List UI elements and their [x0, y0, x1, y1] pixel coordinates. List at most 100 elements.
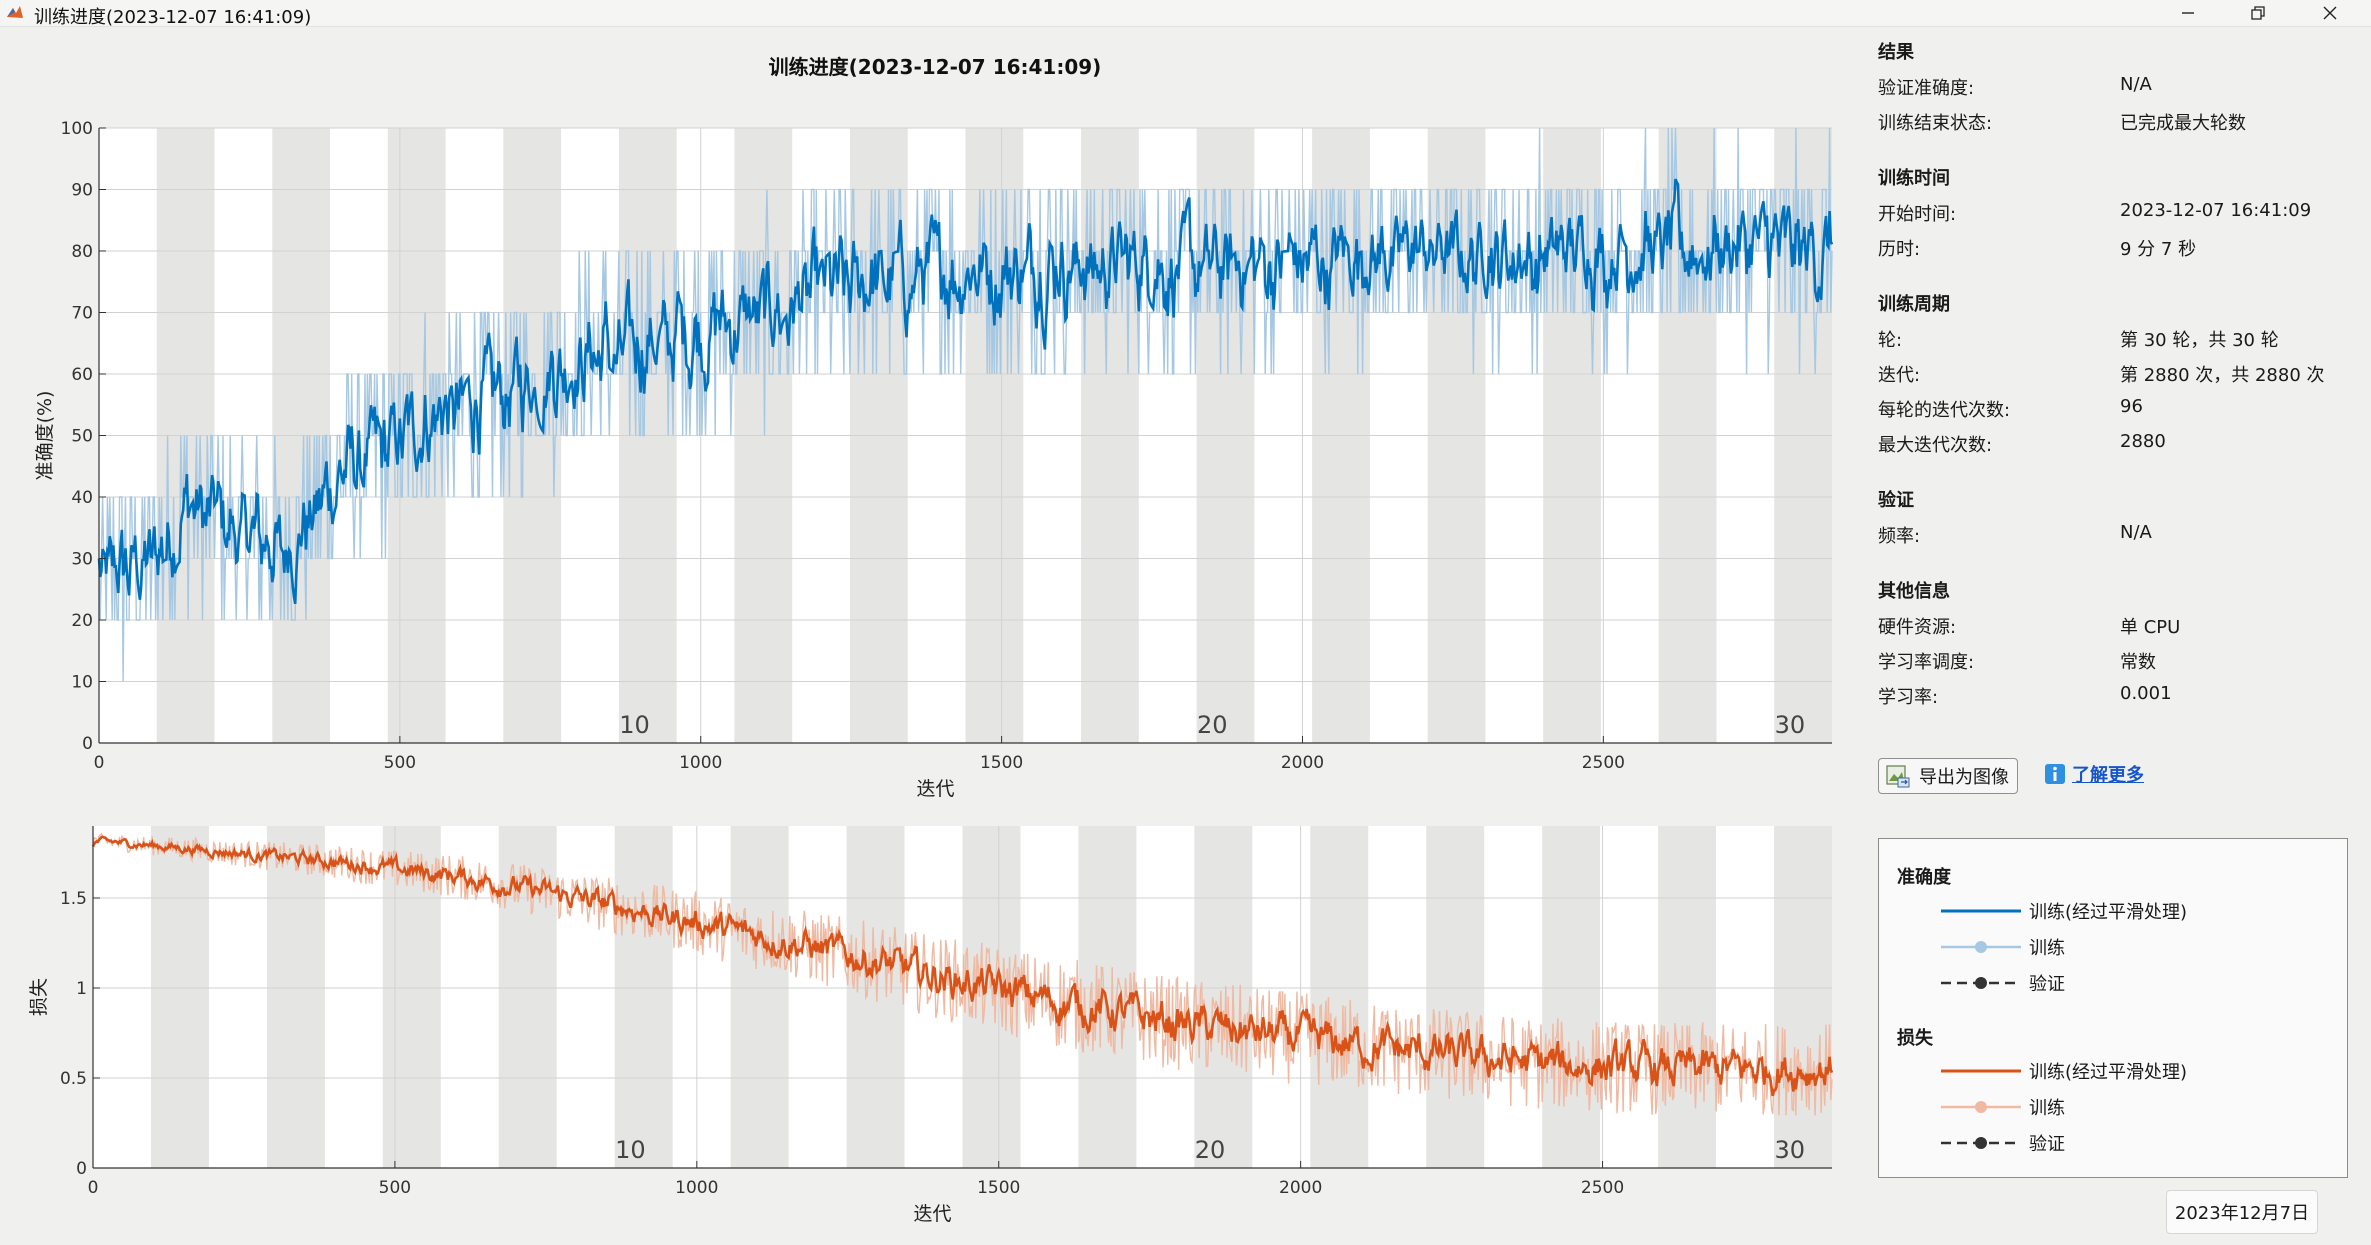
epoch-band	[1194, 826, 1253, 1168]
y-tick-label: 0	[76, 1159, 87, 1179]
x-axis-label: 迭代	[913, 1203, 951, 1225]
legend-accuracy-validation: 验证	[1939, 971, 2065, 995]
training-cycle-section: 训练周期 轮: 第 30 轮，共 30 轮 迭代: 第 2880 次，共 2880 …	[1878, 290, 2358, 466]
loss-train-smoothed-line	[91, 835, 1834, 1097]
loss-train-raw-line	[92, 832, 1833, 1116]
minimize-icon	[2182, 12, 2194, 14]
info-row: 学习率: 0.001	[1878, 683, 2358, 718]
training-cycle-heading: 训练周期	[1878, 294, 1950, 315]
export-as-image-button[interactable]: 导出为图像	[1878, 758, 2018, 794]
info-value: N/A	[2120, 74, 2152, 95]
legend-label: 训练	[2029, 938, 2065, 959]
info-label: 硬件资源:	[1878, 617, 1957, 638]
epoch-band	[498, 826, 557, 1168]
plot-title: 训练进度(2023-12-07 16:41:09)	[769, 55, 1102, 79]
info-value: 2880	[2120, 431, 2166, 452]
legend-line-accuracy-smoothed	[1941, 909, 2021, 913]
info-row: 历时: 9 分 7 秒	[1878, 235, 2358, 270]
legend-line-accuracy-validation	[1941, 977, 2021, 989]
learn-more[interactable]: 了解更多	[2044, 761, 2144, 787]
x-tick-label: 1000	[679, 753, 722, 773]
info-row: 训练结束状态: 已完成最大轮数	[1878, 109, 2358, 144]
accuracy-train-raw-line	[98, 127, 1833, 682]
export-button-label: 导出为图像	[1919, 767, 2009, 788]
info-icon	[2045, 764, 2065, 784]
info-label: 最大迭代次数:	[1878, 435, 1993, 456]
legend-line-accuracy-train	[1941, 941, 2021, 953]
x-tick-label: 2500	[1581, 1178, 1624, 1198]
training-info-panel: 结果 验证准确度: N/A 训练结束状态: 已完成最大轮数 训练时间 开始时间: 20…	[1878, 38, 2358, 738]
restore-button[interactable]	[2228, 0, 2288, 26]
y-tick-label: 1	[76, 979, 87, 999]
legend-accuracy-train: 训练	[1939, 935, 2065, 959]
validation-section: 验证 频率: N/A	[1878, 486, 2358, 557]
x-tick-label: 2000	[1281, 753, 1324, 773]
epoch-band	[730, 826, 789, 1168]
legend-line-loss-train	[1941, 1101, 2021, 1113]
window-titlebar: 训练进度(2023-12-07 16:41:09)	[0, 0, 2371, 28]
y-tick-label: 1.5	[60, 889, 87, 909]
legend-loss-smoothed: 训练(经过平滑处理)	[1939, 1059, 2187, 1083]
info-row: 迭代: 第 2880 次，共 2880 次	[1878, 361, 2358, 396]
legend-loss-validation: 验证	[1939, 1131, 2065, 1155]
accuracy-train-smoothed-line	[97, 178, 1834, 605]
learn-more-link[interactable]: 了解更多	[2072, 765, 2144, 786]
x-axis-label: 迭代	[916, 778, 954, 800]
y-tick-label: 90	[71, 181, 93, 201]
results-heading: 结果	[1878, 42, 1914, 63]
legend-label: 训练	[2029, 1098, 2065, 1119]
x-tick-label: 1500	[980, 753, 1023, 773]
other-info-section: 其他信息 硬件资源: 单 CPU 学习率调度: 常数 学习率: 0.001	[1878, 577, 2358, 718]
epoch-label: 10	[615, 1136, 646, 1164]
epoch-band	[1310, 826, 1369, 1168]
info-label: 迭代:	[1878, 365, 1921, 386]
x-tick-label: 0	[94, 753, 105, 773]
epoch-band	[266, 826, 325, 1168]
loss-plot: 0 0.5 1 1.5 0 500 1000 1500 2000 2500 10 20 30 迭代 损失	[28, 826, 1834, 1225]
info-row: 开始时间: 2023-12-07 16:41:09	[1878, 200, 2358, 235]
window-title: 训练进度(2023-12-07 16:41:09)	[34, 7, 312, 28]
y-tick-label: 80	[71, 242, 93, 262]
info-row: 频率: N/A	[1878, 522, 2358, 557]
info-label: 验证准确度:	[1878, 78, 1975, 99]
training-progress-charts: 训练进度(2023-12-07 16:41:09)010203040506070…	[28, 55, 1834, 1225]
y-tick-label: 70	[71, 304, 93, 324]
info-row: 轮: 第 30 轮，共 30 轮	[1878, 326, 2358, 361]
epoch-band	[846, 826, 905, 1168]
x-tick-label: 500	[384, 753, 416, 773]
info-value: 0.001	[2120, 683, 2172, 704]
x-tick-label: 2000	[1279, 1178, 1322, 1198]
epoch-label: 30	[1774, 1136, 1805, 1164]
legend-line-loss-validation	[1941, 1137, 2021, 1149]
legend-loss-heading: 损失	[1897, 1028, 1933, 1049]
taskbar-date[interactable]: 2023年12月7日	[2166, 1190, 2318, 1234]
info-row: 每轮的迭代次数: 96	[1878, 396, 2358, 431]
y-tick-label: 60	[71, 365, 93, 385]
x-tick-label: 1500	[977, 1178, 1020, 1198]
y-tick-label: 10	[71, 673, 93, 693]
y-tick-label: 20	[71, 611, 93, 631]
info-label: 每轮的迭代次数:	[1878, 400, 2011, 421]
legend-label: 训练(经过平滑处理)	[2029, 902, 2188, 923]
info-row: 学习率调度: 常数	[1878, 648, 2358, 683]
info-value: 已完成最大轮数	[2120, 113, 2246, 134]
info-row: 硬件资源: 单 CPU	[1878, 613, 2358, 648]
info-value: 96	[2120, 396, 2143, 417]
info-value: 9 分 7 秒	[2120, 239, 2197, 260]
info-label: 开始时间:	[1878, 204, 1957, 225]
validation-heading: 验证	[1878, 490, 1914, 511]
info-value: 常数	[2120, 652, 2156, 673]
epoch-label: 10	[619, 711, 650, 739]
epoch-label: 20	[1197, 711, 1228, 739]
training-time-heading: 训练时间	[1878, 168, 1950, 189]
close-button[interactable]	[2300, 0, 2360, 26]
legend-loss-train: 训练	[1939, 1095, 2065, 1119]
info-row: 最大迭代次数: 2880	[1878, 431, 2358, 466]
info-value: 2023-12-07 16:41:09	[2120, 200, 2312, 221]
minimize-button[interactable]	[2158, 0, 2218, 26]
x-tick-label: 2500	[1582, 753, 1625, 773]
y-tick-label: 30	[71, 550, 93, 570]
legend-accuracy-heading: 准确度	[1897, 867, 1951, 888]
info-label: 轮:	[1878, 330, 1903, 351]
